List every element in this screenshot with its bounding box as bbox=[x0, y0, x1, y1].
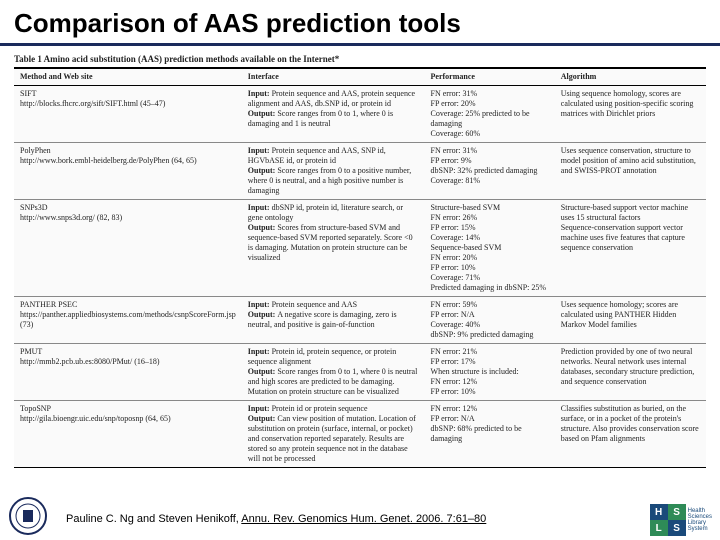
cell-algorithm: Uses sequence homology; scores are calcu… bbox=[555, 297, 706, 344]
output-label: Output: bbox=[248, 223, 278, 232]
footer: Pauline C. Ng and Steven Henikoff, Annu.… bbox=[0, 498, 720, 540]
output-label: Output: bbox=[248, 109, 278, 118]
col-interface: Interface bbox=[242, 69, 425, 86]
hsls-l-icon: L bbox=[650, 520, 668, 536]
col-performance: Performance bbox=[425, 69, 555, 86]
cell-algorithm: Prediction provided by one of two neural… bbox=[555, 344, 706, 401]
output-label: Output: bbox=[248, 310, 278, 319]
page-title: Comparison of AAS prediction tools bbox=[14, 8, 706, 39]
method-name: SNPs3D bbox=[20, 203, 236, 213]
method-name: PolyPhen bbox=[20, 146, 236, 156]
cell-interface: Input: dbSNP id, protein id, literature … bbox=[242, 200, 425, 297]
citation: Pauline C. Ng and Steven Henikoff, Annu.… bbox=[66, 513, 486, 525]
cell-algorithm: Using sequence homology, scores are calc… bbox=[555, 86, 706, 143]
method-name: PANTHER PSEC bbox=[20, 300, 236, 310]
input-label: Input: bbox=[248, 89, 272, 98]
cell-performance: FN error: 59%FP error: N/ACoverage: 40%d… bbox=[425, 297, 555, 344]
cell-interface: Input: Protein id, protein sequence, or … bbox=[242, 344, 425, 401]
cell-performance: FN error: 31%FP error: 9%dbSNP: 32% pred… bbox=[425, 143, 555, 200]
table-row: PANTHER PSEChttps://panther.appliedbiosy… bbox=[14, 297, 706, 344]
title-bar: Comparison of AAS prediction tools bbox=[0, 0, 720, 46]
cell-algorithm: Classifies substitution as buried, on th… bbox=[555, 401, 706, 468]
cell-method: PolyPhenhttp://www.bork.embl-heidelberg.… bbox=[14, 143, 242, 200]
table-row: PolyPhenhttp://www.bork.embl-heidelberg.… bbox=[14, 143, 706, 200]
hsls-s2-icon: S bbox=[668, 520, 686, 536]
citation-authors: Pauline C. Ng and Steven Henikoff, bbox=[66, 513, 241, 525]
method-url: https://panther.appliedbiosystems.com/me… bbox=[20, 310, 236, 330]
comparison-table: Method and Web site Interface Performanc… bbox=[14, 69, 706, 468]
col-method: Method and Web site bbox=[14, 69, 242, 86]
hsls-label: HealthSciencesLibrarySystem bbox=[688, 508, 712, 532]
table-container: Table 1 Amino acid substitution (AAS) pr… bbox=[0, 46, 720, 468]
cell-performance: FN error: 12%FP error: N/AdbSNP: 68% pre… bbox=[425, 401, 555, 468]
hsls-logo: H S L S HealthSciencesLibrarySystem bbox=[650, 504, 712, 536]
col-algorithm: Algorithm bbox=[555, 69, 706, 86]
input-label: Input: bbox=[248, 146, 272, 155]
table-row: PMUThttp://mmb2.pcb.ub.es:8080/PMut/ (16… bbox=[14, 344, 706, 401]
cell-algorithm: Uses sequence conservation, structure to… bbox=[555, 143, 706, 200]
cell-performance: Structure-based SVMFN error: 26%FP error… bbox=[425, 200, 555, 297]
cell-method: TopoSNPhttp://gila.bioengr.uic.edu/snp/t… bbox=[14, 401, 242, 468]
cell-interface: Input: Protein sequence and AAS, protein… bbox=[242, 86, 425, 143]
output-label: Output: bbox=[248, 414, 278, 423]
method-url: http://mmb2.pcb.ub.es:8080/PMut/ (16–18) bbox=[20, 357, 236, 367]
cell-performance: FN error: 31%FP error: 20%Coverage: 25% … bbox=[425, 86, 555, 143]
cell-method: SNPs3Dhttp://www.snps3d.org/ (82, 83) bbox=[14, 200, 242, 297]
input-label: Input: bbox=[248, 203, 272, 212]
method-name: SIFT bbox=[20, 89, 236, 99]
method-name: TopoSNP bbox=[20, 404, 236, 414]
cell-performance: FN error: 21%FP error: 17%When structure… bbox=[425, 344, 555, 401]
university-seal-icon bbox=[8, 496, 48, 536]
cell-algorithm: Structure-based support vector machine u… bbox=[555, 200, 706, 297]
hsls-s-icon: S bbox=[668, 504, 686, 520]
citation-journal: Annu. Rev. Genomics Hum. Genet. 2006. 7:… bbox=[241, 513, 486, 525]
input-label: Input: bbox=[248, 347, 272, 356]
table-row: SNPs3Dhttp://www.snps3d.org/ (82, 83)Inp… bbox=[14, 200, 706, 297]
table-row: TopoSNPhttp://gila.bioengr.uic.edu/snp/t… bbox=[14, 401, 706, 468]
cell-method: SIFThttp://blocks.fhcrc.org/sift/SIFT.ht… bbox=[14, 86, 242, 143]
method-name: PMUT bbox=[20, 347, 236, 357]
cell-interface: Input: Protein sequence and AAS, SNP id,… bbox=[242, 143, 425, 200]
output-label: Output: bbox=[248, 367, 278, 376]
output-label: Output: bbox=[248, 166, 278, 175]
cell-interface: Input: Protein sequence and AASOutput: A… bbox=[242, 297, 425, 344]
table-row: SIFThttp://blocks.fhcrc.org/sift/SIFT.ht… bbox=[14, 86, 706, 143]
cell-interface: Input: Protein id or protein sequenceOut… bbox=[242, 401, 425, 468]
cell-method: PANTHER PSEChttps://panther.appliedbiosy… bbox=[14, 297, 242, 344]
input-label: Input: bbox=[248, 300, 272, 309]
cell-method: PMUThttp://mmb2.pcb.ub.es:8080/PMut/ (16… bbox=[14, 344, 242, 401]
method-url: http://www.bork.embl-heidelberg.de/PolyP… bbox=[20, 156, 236, 166]
hsls-h-icon: H bbox=[650, 504, 668, 520]
table-caption: Table 1 Amino acid substitution (AAS) pr… bbox=[14, 52, 706, 69]
method-url: http://blocks.fhcrc.org/sift/SIFT.html (… bbox=[20, 99, 236, 109]
input-label: Input: bbox=[248, 404, 272, 413]
method-url: http://www.snps3d.org/ (82, 83) bbox=[20, 213, 236, 223]
method-url: http://gila.bioengr.uic.edu/snp/toposnp … bbox=[20, 414, 236, 424]
table-header-row: Method and Web site Interface Performanc… bbox=[14, 69, 706, 86]
